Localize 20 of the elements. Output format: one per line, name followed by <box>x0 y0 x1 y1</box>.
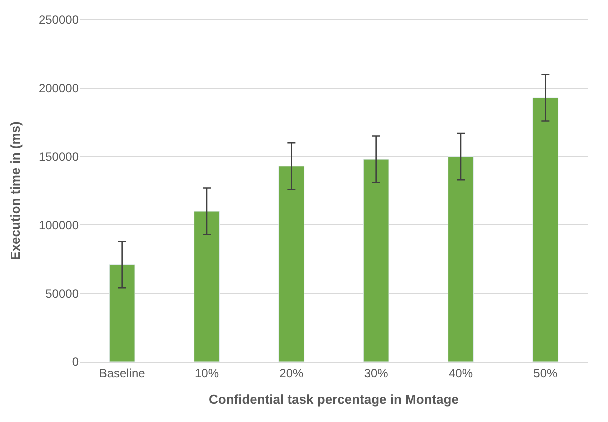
x-tick-label: 30% <box>364 366 389 380</box>
x-axis-title: Confidential task percentage in Montage <box>209 392 459 407</box>
x-tick-label: 50% <box>534 366 558 380</box>
y-tick-label: 50000 <box>46 286 80 301</box>
y-tick-label: 250000 <box>38 13 80 28</box>
bar <box>448 156 474 362</box>
bar <box>278 166 305 362</box>
bar <box>363 159 390 362</box>
y-tick-label: 100000 <box>38 218 80 232</box>
x-tick-label: 20% <box>280 366 304 380</box>
y-tick-label: 0 <box>72 355 80 370</box>
x-tick-label: 40% <box>448 366 474 380</box>
x-tick-label: Baseline <box>99 366 146 380</box>
y-tick-label: 150000 <box>38 150 80 164</box>
y-tick-label: 200000 <box>38 82 80 96</box>
bar <box>194 211 220 362</box>
x-tick-label: 10% <box>194 366 220 380</box>
bar <box>532 98 559 362</box>
y-axis-title: Execution time in (ms) <box>8 122 23 260</box>
bar <box>109 264 136 362</box>
